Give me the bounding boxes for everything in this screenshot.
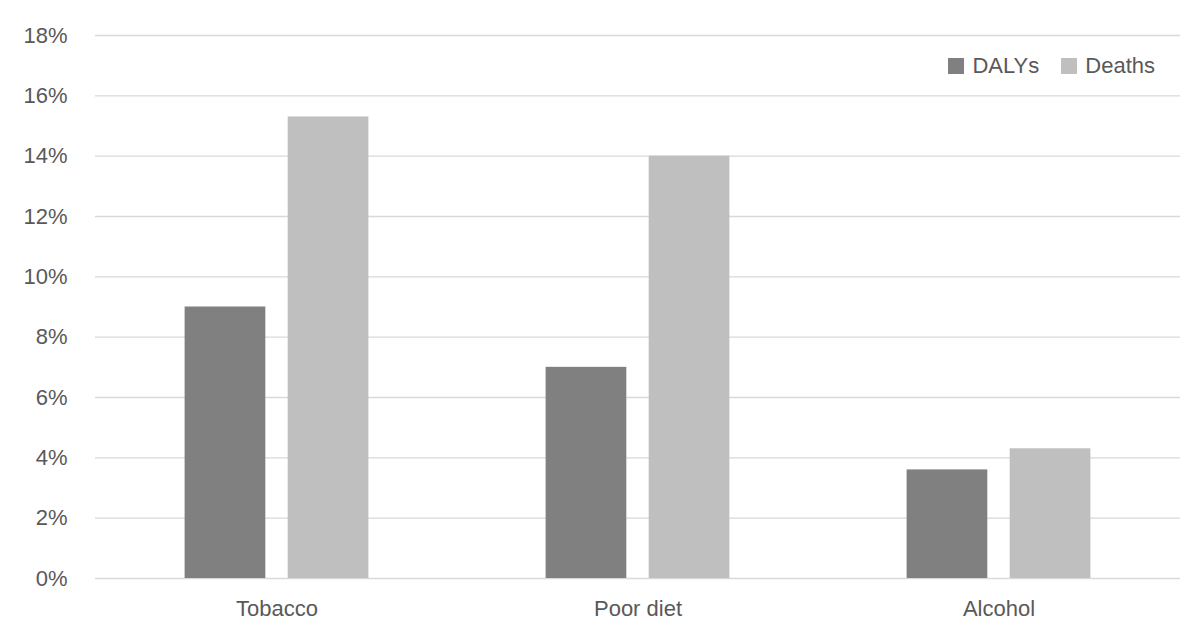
html-text:Deaths: Deaths <box>1085 53 1155 78</box>
svg-text:2%: 2% <box>36 505 68 530</box>
svg-text:6%: 6% <box>36 385 68 410</box>
svg-text:0%: 0% <box>36 566 68 591</box>
svg-text:Alcohol: Alcohol <box>963 596 1035 621</box>
svg-text:10%: 10% <box>23 264 67 289</box>
svg-text:Poor diet: Poor diet <box>594 596 682 621</box>
svg-text:Tobacco: Tobacco <box>236 596 318 621</box>
svg-text:16%: 16% <box>23 83 67 108</box>
svg-text:14%: 14% <box>23 143 67 168</box>
svg-text:12%: 12% <box>23 204 67 229</box>
svg-text:8%: 8% <box>36 324 68 349</box>
svg-text:18%: 18% <box>23 23 67 48</box>
svg-text:4%: 4% <box>36 445 68 470</box>
html-text:DALYs: DALYs <box>972 53 1040 78</box>
